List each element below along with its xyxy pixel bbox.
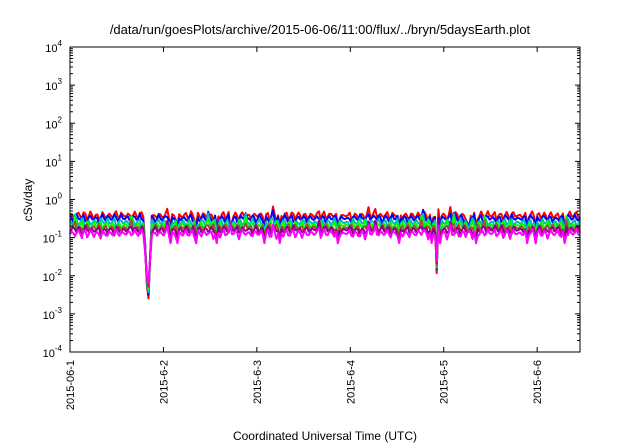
series-line-2 (69, 208, 581, 296)
x-tick-label: 2015-6-5 (439, 360, 451, 404)
y-axis-label: cSv/day (21, 179, 35, 222)
x-tick-label: 2015-6-2 (158, 360, 170, 404)
y-tick-label: 101 (45, 153, 62, 169)
y-axis: 10-4 10-3 10-2 10-1 100 101 102 103 104 (43, 39, 580, 360)
x-tick-label: 2015-6-3 (252, 360, 264, 404)
x-axis-label: Coordinated Universal Time (UTC) (233, 429, 417, 443)
y-tick-label: 10-4 (43, 344, 63, 360)
y-tick-label: 103 (45, 77, 62, 93)
y-tick-label: 104 (45, 39, 62, 55)
chart-title: /data/run/goesPlots/archive/2015-06-06/1… (110, 22, 531, 37)
series-line-6 (69, 219, 581, 286)
x-tick-label: 2015-06-1 (65, 360, 77, 410)
y-tick-label: 10-2 (43, 268, 63, 284)
y-tick-label: 10-1 (43, 230, 63, 246)
plot-frame (69, 46, 581, 353)
series-line-7 (69, 223, 581, 285)
series-group (69, 205, 581, 300)
x-tick-label: 2015-6-4 (345, 360, 357, 404)
x-tick-label: 2015-6-6 (532, 360, 544, 404)
y-tick-label: 100 (45, 192, 62, 208)
series-line-1 (69, 205, 581, 300)
y-tick-label: 102 (45, 115, 62, 131)
y-tick-label: 10-3 (43, 306, 63, 322)
x-axis: 2015-06-1 2015-6-2 2015-6-3 2015-6-4 2015-6-… (65, 47, 544, 410)
